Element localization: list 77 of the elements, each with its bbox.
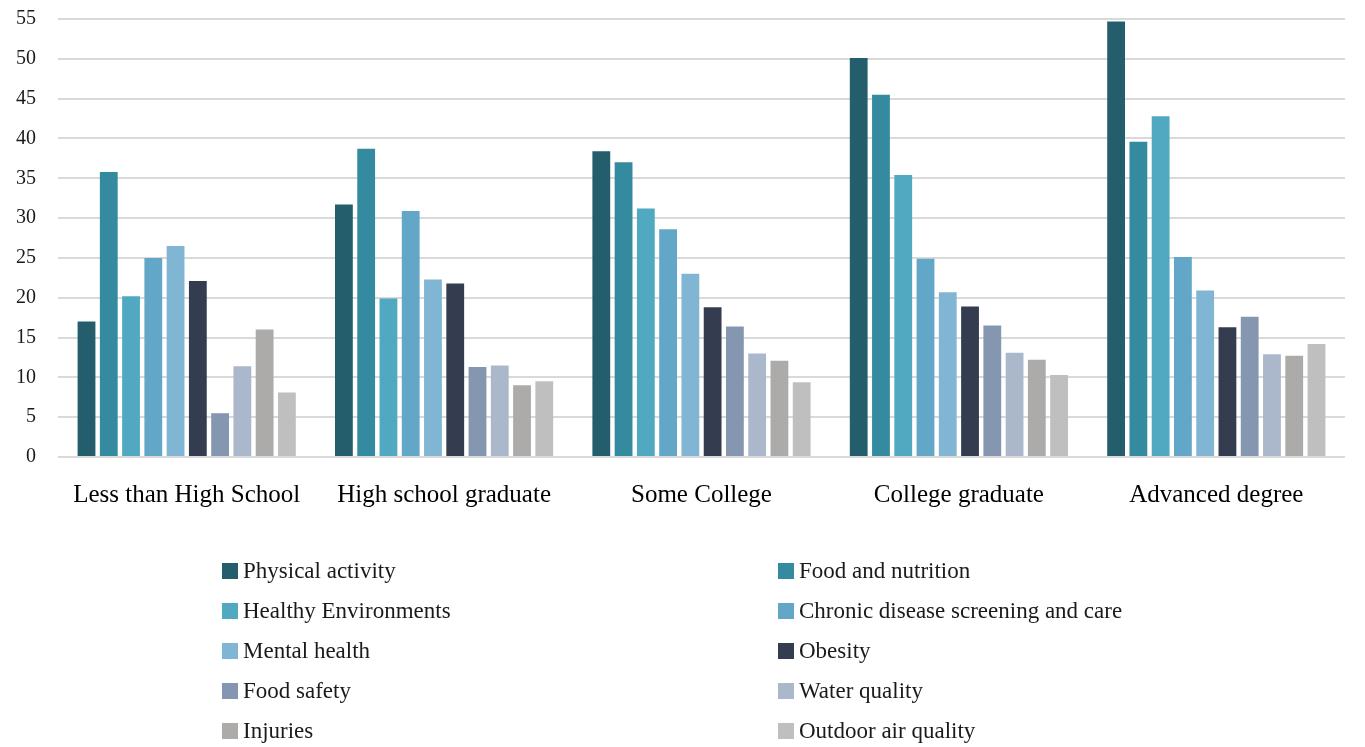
- bar: [1174, 257, 1192, 456]
- bar: [1050, 374, 1068, 456]
- bar: [614, 162, 633, 456]
- bar: [1027, 359, 1046, 456]
- bar: [357, 148, 376, 456]
- legend-label: Water quality: [799, 678, 923, 704]
- bar: [872, 94, 890, 456]
- bar: [188, 281, 207, 456]
- bar: [166, 245, 185, 456]
- y-tick-label: 15: [16, 324, 36, 347]
- bar: [401, 210, 420, 456]
- bar: [277, 392, 296, 456]
- legend-label: Obesity: [799, 638, 871, 664]
- x-tick-label: Less than High School: [73, 479, 301, 507]
- bar: [636, 208, 655, 456]
- legend-label: Mental health: [243, 638, 371, 664]
- bar: [592, 151, 611, 456]
- legend-label: Food safety: [243, 678, 351, 704]
- x-tick-label: High school graduate: [337, 479, 552, 507]
- bar: [446, 283, 465, 456]
- bar: [938, 292, 957, 456]
- legend-label: Physical activity: [243, 558, 396, 584]
- bar: [916, 258, 935, 456]
- bar: [961, 306, 979, 456]
- legend-label: Healthy Environments: [243, 598, 451, 624]
- bar: [211, 413, 229, 456]
- y-tick-label: 10: [16, 364, 36, 387]
- bar: [1196, 290, 1215, 456]
- bar: [1005, 352, 1024, 456]
- y-tick-label: 55: [16, 6, 36, 29]
- legend-label: Chronic disease screening and care: [799, 598, 1123, 624]
- bar: [424, 279, 442, 456]
- bar: [792, 382, 811, 456]
- bar: [122, 296, 140, 456]
- bar: [725, 326, 744, 456]
- bar: [77, 321, 96, 456]
- bar: [1263, 354, 1281, 456]
- bar: [894, 175, 913, 456]
- bar: [379, 298, 398, 456]
- bar: [1151, 116, 1170, 456]
- legend-label: Food and nutrition: [799, 558, 971, 584]
- y-tick-label: 45: [16, 85, 36, 108]
- x-tick-label: Advanced degree: [1129, 479, 1304, 507]
- legend-label: Injuries: [243, 718, 314, 744]
- bar: [849, 58, 868, 456]
- bar: [1285, 355, 1304, 456]
- bar: [99, 171, 118, 456]
- bar: [1218, 327, 1237, 456]
- bar: [1129, 141, 1148, 456]
- bar: [1307, 343, 1326, 456]
- bar: [335, 204, 353, 456]
- bar: [233, 366, 252, 456]
- bar: [770, 360, 789, 456]
- y-tick-label: 0: [26, 444, 36, 467]
- y-tick-label: 30: [16, 205, 36, 228]
- bar: [535, 381, 554, 456]
- legend-label: Outdoor air quality: [799, 718, 976, 744]
- bar: [490, 365, 509, 456]
- bar: [703, 307, 722, 456]
- bar: [468, 367, 487, 456]
- bar: [681, 273, 700, 456]
- bar: [255, 329, 274, 456]
- bar: [659, 229, 678, 456]
- y-tick-label: 40: [16, 125, 36, 148]
- y-tick-label: 5: [26, 404, 36, 427]
- y-tick-label: 25: [16, 245, 36, 268]
- bar: [144, 257, 163, 456]
- x-tick-label: Some College: [631, 479, 772, 507]
- bar: [1107, 21, 1126, 456]
- bar: [513, 385, 531, 456]
- y-tick-label: 20: [16, 284, 36, 307]
- y-tick-label: 50: [16, 46, 36, 69]
- x-tick-label: College graduate: [873, 479, 1044, 507]
- bar: [1240, 316, 1259, 456]
- y-tick-label: 35: [16, 165, 36, 188]
- bar: [748, 353, 767, 456]
- bar: [983, 325, 1002, 456]
